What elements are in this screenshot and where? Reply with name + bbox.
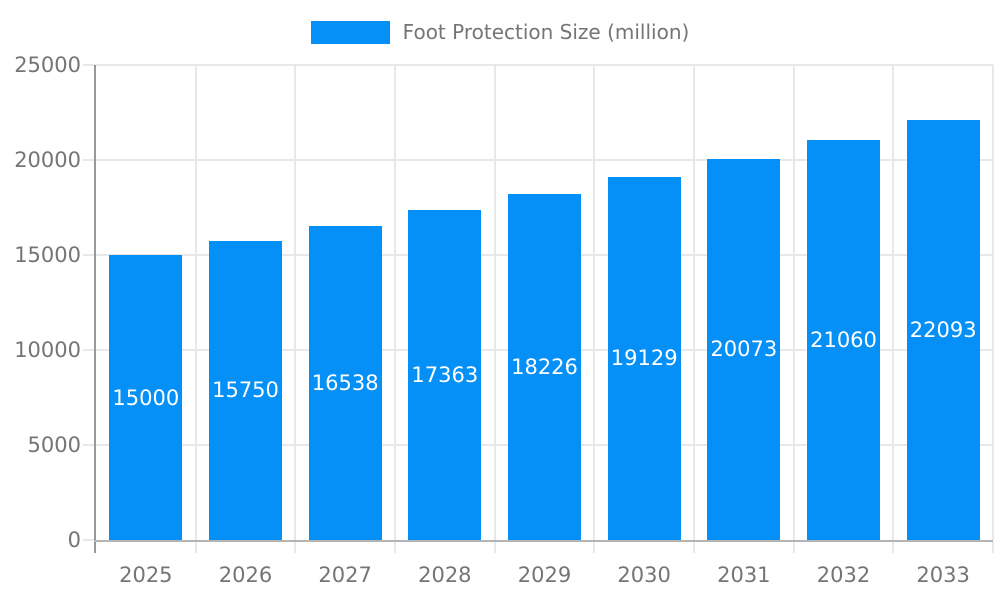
x-axis-label: 2030 (617, 563, 671, 587)
y-axis-tick (83, 444, 96, 446)
bar-2028[interactable]: 17363 (408, 210, 482, 540)
x-gridline (593, 65, 596, 540)
y-axis-label: 0 (67, 528, 81, 552)
y-axis-tick (83, 64, 96, 66)
x-gridline (194, 65, 197, 540)
bar-value-label: 16538 (311, 370, 379, 395)
x-axis-line (94, 540, 993, 542)
bar-value-label: 21060 (810, 327, 877, 352)
y-axis-tick (83, 254, 96, 256)
legend-label: Foot Protection Size (million) (402, 20, 690, 44)
bar-value-label: 22093 (909, 318, 977, 343)
y-axis-label: 25000 (14, 53, 81, 77)
legend-swatch-icon (310, 20, 390, 44)
y-axis-label: 20000 (14, 148, 81, 172)
x-axis-tick (992, 542, 994, 553)
bar-value-label: 19129 (610, 346, 678, 371)
x-axis-label: 2032 (816, 563, 871, 587)
y-axis-label: 10000 (14, 338, 81, 362)
bar-value-label: 18226 (511, 354, 578, 379)
x-axis-label: 2031 (717, 563, 771, 587)
bar-value-label: 15750 (212, 378, 279, 403)
bar-2029[interactable]: 18226 (508, 193, 581, 540)
bar-value-label: 20073 (710, 337, 778, 362)
bar-2030[interactable]: 19129 (607, 176, 681, 540)
x-gridline (892, 65, 895, 540)
bar-2025[interactable]: 15000 (109, 255, 183, 540)
x-axis-label: 2033 (916, 563, 970, 587)
x-axis-tick (892, 542, 895, 553)
legend[interactable]: Foot Protection Size (million) (0, 20, 1000, 44)
x-axis-tick (493, 542, 496, 553)
bar-2033[interactable]: 22093 (906, 120, 980, 540)
x-gridline (693, 65, 695, 540)
bar-value-label: 17363 (411, 363, 479, 388)
x-axis-label: 2028 (418, 563, 472, 587)
y-gridline (96, 64, 993, 66)
x-axis-label: 2026 (218, 563, 273, 587)
x-gridline (493, 65, 496, 540)
x-axis-tick (792, 542, 795, 553)
y-axis-label: 15000 (14, 243, 81, 267)
bar-2032[interactable]: 21060 (807, 139, 880, 540)
x-axis-tick (394, 542, 396, 553)
x-axis-tick (194, 542, 197, 553)
x-gridline (394, 65, 396, 540)
y-axis-label: 5000 (27, 433, 81, 457)
x-gridline (792, 65, 795, 540)
x-gridline (992, 65, 994, 540)
y-axis-line (94, 65, 96, 553)
x-axis-tick (693, 542, 695, 553)
y-axis-tick (83, 349, 96, 351)
x-axis-tick (294, 542, 297, 553)
x-axis-label: 2029 (517, 563, 572, 587)
bar-2027[interactable]: 16538 (308, 225, 382, 540)
x-axis-label: 2027 (318, 563, 372, 587)
y-axis-tick (83, 159, 96, 161)
x-axis-label: 2025 (119, 563, 173, 587)
bar-2031[interactable]: 20073 (707, 158, 781, 540)
y-gridline (96, 159, 993, 161)
bar-2026[interactable]: 15750 (209, 240, 282, 540)
y-axis-tick (83, 539, 96, 541)
x-gridline (294, 65, 297, 540)
bar-value-label: 15000 (112, 385, 180, 410)
plot-area: 0 5000 10000 15000 20000 25000 15000 2025 15750 2… (14, 53, 994, 587)
x-axis-tick (593, 542, 596, 553)
